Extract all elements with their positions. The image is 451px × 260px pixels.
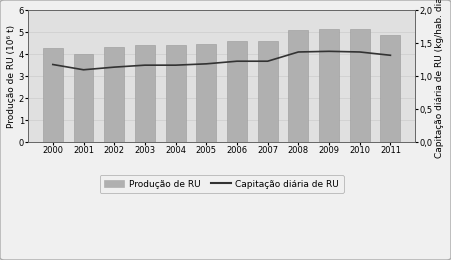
- Bar: [288, 30, 308, 142]
- Bar: [74, 54, 93, 142]
- Bar: [381, 35, 400, 142]
- Bar: [196, 44, 216, 142]
- Bar: [104, 47, 124, 142]
- Bar: [43, 48, 63, 142]
- Bar: [319, 29, 339, 142]
- Bar: [258, 41, 278, 142]
- Bar: [227, 41, 247, 142]
- Bar: [350, 29, 370, 142]
- Y-axis label: Capitação diária de RU (kg/hab. dia): Capitação diária de RU (kg/hab. dia): [435, 0, 444, 159]
- Y-axis label: Produção de RU (10⁶ t): Produção de RU (10⁶ t): [7, 25, 16, 128]
- Legend: Produção de RU, Capitação diária de RU: Produção de RU, Capitação diária de RU: [100, 175, 344, 193]
- Bar: [166, 45, 185, 142]
- Bar: [135, 45, 155, 142]
